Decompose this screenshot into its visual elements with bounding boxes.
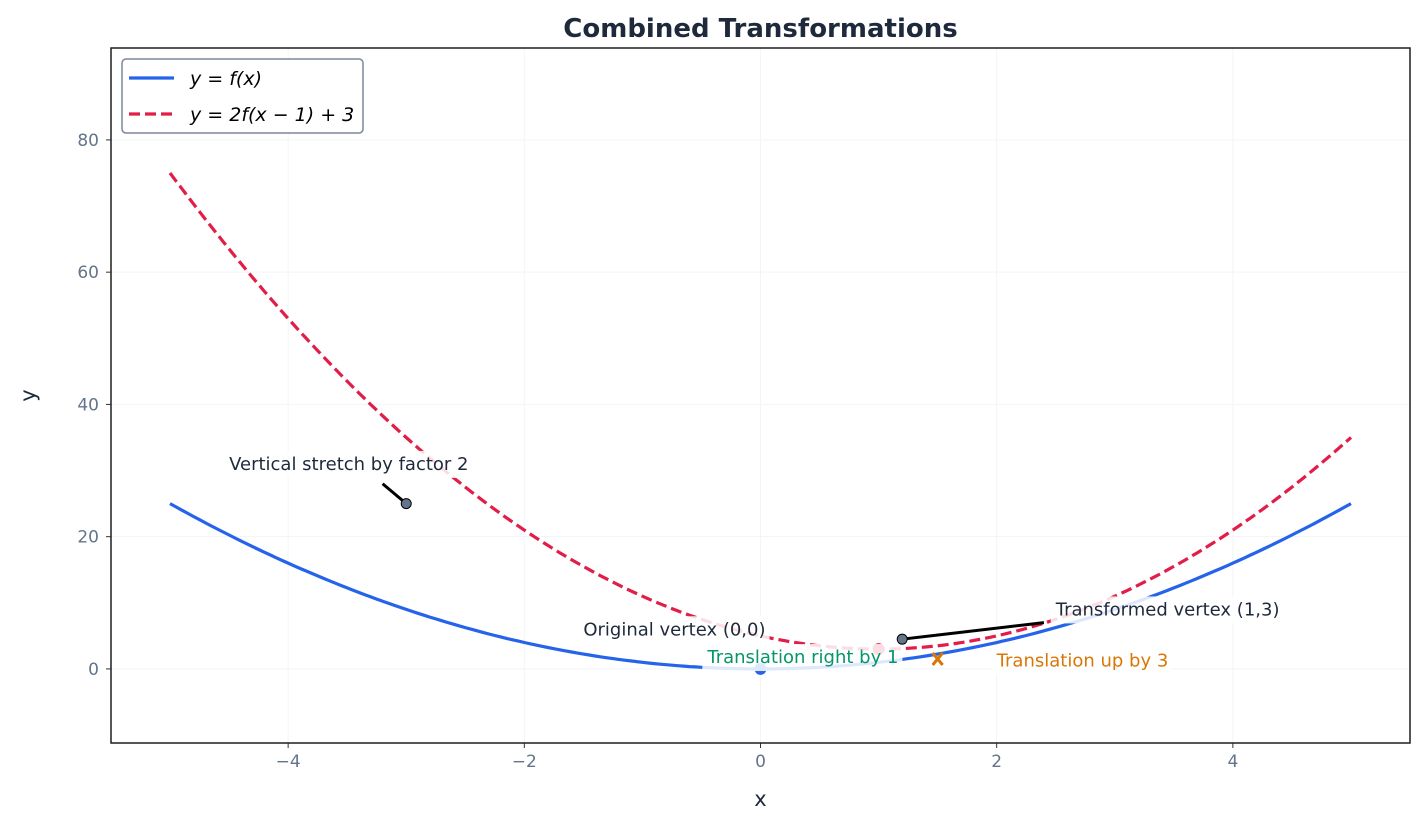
legend-label: y = f(x) [189, 68, 262, 90]
x-tick-label: 2 [991, 752, 1002, 772]
x-axis-label: x [754, 787, 766, 811]
plot-frame [110, 47, 1411, 744]
annotation-box [225, 450, 473, 478]
point-marker [931, 652, 944, 666]
y-tick-label: 60 [77, 263, 99, 283]
y-tick-label: 40 [77, 395, 99, 415]
annotation-text: Original vertex (0,0) [583, 619, 765, 640]
chart-title: Combined Transformations [563, 14, 957, 44]
annotation-text: Translation right by 1 [706, 647, 898, 668]
y-tick-label: 80 [77, 131, 99, 151]
annotation-arrow [902, 621, 1045, 641]
annotation-box [991, 647, 1173, 675]
annotation-box [1050, 596, 1284, 624]
y-tick-label: 20 [77, 528, 99, 548]
arrow-head [896, 633, 908, 645]
annotation-text: Transformed vertex (1,3) [1055, 599, 1280, 620]
x-tick-label: 0 [755, 752, 766, 772]
annotation-box [702, 644, 903, 672]
annotation-text: Vertical stretch by factor 2 [229, 454, 468, 475]
annotation-box [579, 616, 770, 644]
legend-label: y = 2f(x − 1) + 3 [189, 104, 354, 126]
series-line [168, 172, 1353, 651]
arrow-head [400, 498, 412, 510]
y-tick-label: 0 [88, 660, 99, 680]
x-tick-label: −2 [512, 752, 537, 772]
y-axis-label: y [16, 389, 40, 401]
legend [121, 58, 364, 134]
annotation-text: Translation up by 3 [996, 650, 1169, 671]
x-tick-label: 4 [1227, 752, 1238, 772]
x-tick-label: −4 [276, 752, 301, 772]
